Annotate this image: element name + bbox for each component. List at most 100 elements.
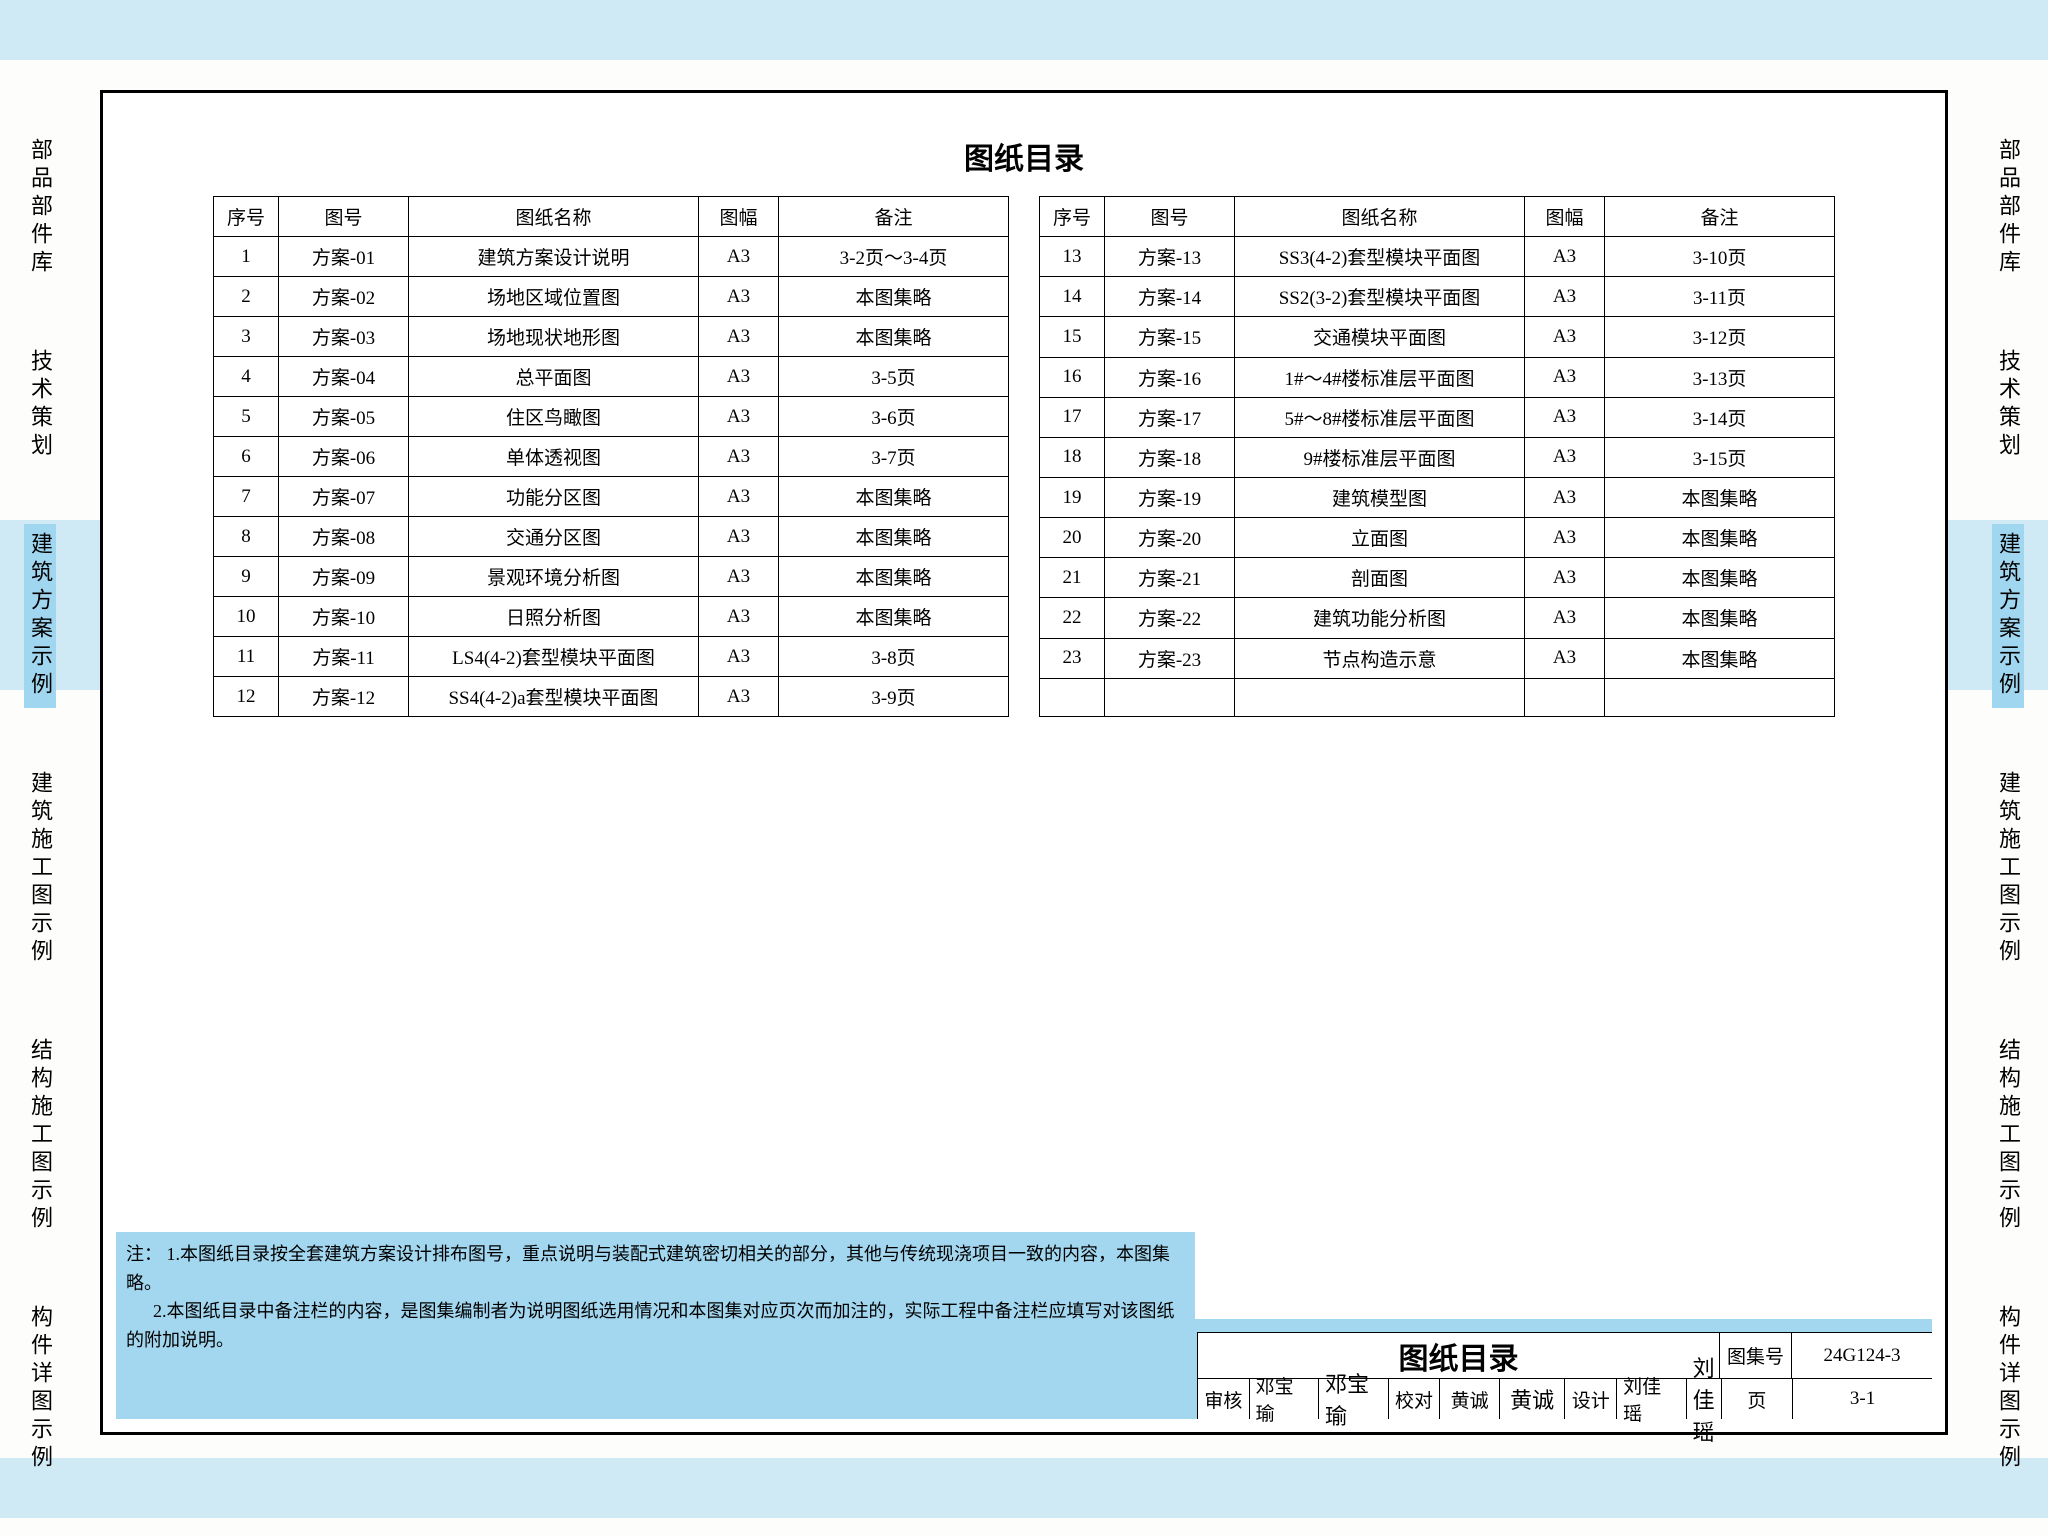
cell-name: 交通模块平面图	[1235, 317, 1525, 357]
cell-name: 交通分区图	[409, 517, 699, 557]
table-row: 17方案-175#～8#楼标准层平面图A33-14页	[1040, 397, 1835, 437]
cell-name: 功能分区图	[409, 477, 699, 517]
cell-name: LS4(4-2)套型模块平面图	[409, 637, 699, 677]
check-signature: 邓宝瑜	[1319, 1379, 1389, 1419]
cell-seq: 9	[214, 557, 279, 597]
cell-code: 方案-08	[279, 517, 409, 557]
bg-band	[0, 0, 2048, 60]
side-tab-4[interactable]: 结构施工图示例	[24, 1030, 56, 1242]
cell-size: A3	[699, 517, 779, 557]
side-tab-1[interactable]: 技术策划	[24, 341, 56, 469]
cell-note: 3-10页	[1605, 237, 1835, 277]
cell-size: A3	[1525, 397, 1605, 437]
proof-label: 校对	[1389, 1379, 1441, 1419]
col-header-name: 图纸名称	[409, 197, 699, 237]
table-row: 16方案-161#～4#楼标准层平面图A33-13页	[1040, 357, 1835, 397]
cell-size: A3	[1525, 317, 1605, 357]
side-tab-3[interactable]: 建筑施工图示例	[24, 763, 56, 975]
design-label: 设计	[1565, 1379, 1617, 1419]
cell-name: 建筑功能分析图	[1235, 598, 1525, 638]
cell-name: 建筑方案设计说明	[409, 237, 699, 277]
cell-size	[1525, 678, 1605, 716]
col-header-note: 备注	[779, 197, 1009, 237]
cell-size: A3	[1525, 437, 1605, 477]
cell-code: 方案-21	[1105, 558, 1235, 598]
table-row: 23方案-23节点构造示意A3本图集略	[1040, 638, 1835, 678]
cell-seq: 18	[1040, 437, 1105, 477]
table-row: 2方案-02场地区域位置图A3本图集略	[214, 277, 1009, 317]
table-row: 13方案-13SS3(4-2)套型模块平面图A33-10页	[1040, 237, 1835, 277]
cell-size: A3	[699, 237, 779, 277]
cell-size: A3	[699, 317, 779, 357]
cell-note: 本图集略	[779, 517, 1009, 557]
footnote-1: 1.本图纸目录按全套建筑方案设计排布图号，重点说明与装配式建筑密切相关的部分，其…	[126, 1244, 1170, 1293]
cell-note: 3-11页	[1605, 277, 1835, 317]
cell-code: 方案-20	[1105, 518, 1235, 558]
side-tab-4[interactable]: 结构施工图示例	[1992, 1030, 2024, 1242]
cell-name: SS3(4-2)套型模块平面图	[1235, 237, 1525, 277]
side-tab-2[interactable]: 建筑方案示例	[1992, 524, 2024, 708]
side-tab-5[interactable]: 构件详图示例	[24, 1297, 56, 1481]
side-tab-2[interactable]: 建筑方案示例	[24, 524, 56, 708]
side-tabs-left: 部品部件库技术策划建筑方案示例建筑施工图示例结构施工图示例构件详图示例	[10, 0, 70, 1536]
cell-seq: 1	[214, 237, 279, 277]
cell-name: 节点构造示意	[1235, 638, 1525, 678]
cell-code: 方案-16	[1105, 357, 1235, 397]
cell-size: A3	[1525, 277, 1605, 317]
cell-note: 3-12页	[1605, 317, 1835, 357]
cell-name: SS2(3-2)套型模块平面图	[1235, 277, 1525, 317]
cell-name: 建筑模型图	[1235, 477, 1525, 517]
cell-note: 3-9页	[779, 677, 1009, 717]
side-tab-0[interactable]: 部品部件库	[1992, 130, 2024, 286]
cell-size: A3	[699, 677, 779, 717]
cell-seq: 12	[214, 677, 279, 717]
side-tab-1[interactable]: 技术策划	[1992, 341, 2024, 469]
cell-name	[1235, 678, 1525, 716]
cell-seq: 4	[214, 357, 279, 397]
side-tab-3[interactable]: 建筑施工图示例	[1992, 763, 2024, 975]
table-row: 21方案-21剖面图A3本图集略	[1040, 558, 1835, 598]
col-header-name: 图纸名称	[1235, 197, 1525, 237]
cell-note: 本图集略	[779, 597, 1009, 637]
cell-code: 方案-12	[279, 677, 409, 717]
side-tab-5[interactable]: 构件详图示例	[1992, 1297, 2024, 1481]
cell-name: 住区鸟瞰图	[409, 397, 699, 437]
cell-size: A3	[1525, 237, 1605, 277]
cell-note: 本图集略	[1605, 638, 1835, 678]
table-row: 14方案-14SS2(3-2)套型模块平面图A33-11页	[1040, 277, 1835, 317]
cell-name: SS4(4-2)a套型模块平面图	[409, 677, 699, 717]
proof-name: 黄诚	[1440, 1379, 1500, 1419]
cell-note: 3-15页	[1605, 437, 1835, 477]
table-row: 6方案-06单体透视图A33-7页	[214, 437, 1009, 477]
cell-size: A3	[699, 277, 779, 317]
cell-seq: 10	[214, 597, 279, 637]
cell-seq: 6	[214, 437, 279, 477]
tables-wrap: 序号图号图纸名称图幅备注1方案-01建筑方案设计说明A33-2页～3-4页2方案…	[108, 196, 1940, 717]
cell-seq: 17	[1040, 397, 1105, 437]
cell-name: 1#～4#楼标准层平面图	[1235, 357, 1525, 397]
table-row: 3方案-03场地现状地形图A3本图集略	[214, 317, 1009, 357]
cell-size: A3	[699, 397, 779, 437]
bg-band	[0, 1458, 2048, 1518]
cell-seq: 15	[1040, 317, 1105, 357]
cell-size: A3	[1525, 598, 1605, 638]
cell-name: 5#～8#楼标准层平面图	[1235, 397, 1525, 437]
cell-code: 方案-06	[279, 437, 409, 477]
col-header-seq: 序号	[1040, 197, 1105, 237]
sheet-title: 图纸目录	[108, 134, 1940, 178]
cell-seq: 14	[1040, 277, 1105, 317]
cell-seq	[1040, 678, 1105, 716]
cell-seq: 22	[1040, 598, 1105, 638]
cell-size: A3	[699, 357, 779, 397]
cell-code: 方案-04	[279, 357, 409, 397]
cell-code: 方案-15	[1105, 317, 1235, 357]
cell-note: 3-8页	[779, 637, 1009, 677]
design-name: 刘佳瑶	[1617, 1379, 1687, 1419]
cell-size: A3	[1525, 518, 1605, 558]
col-header-code: 图号	[1105, 197, 1235, 237]
cell-note: 3-7页	[779, 437, 1009, 477]
cell-code: 方案-11	[279, 637, 409, 677]
check-label: 审核	[1198, 1379, 1250, 1419]
cell-code: 方案-14	[1105, 277, 1235, 317]
side-tab-0[interactable]: 部品部件库	[24, 130, 56, 286]
